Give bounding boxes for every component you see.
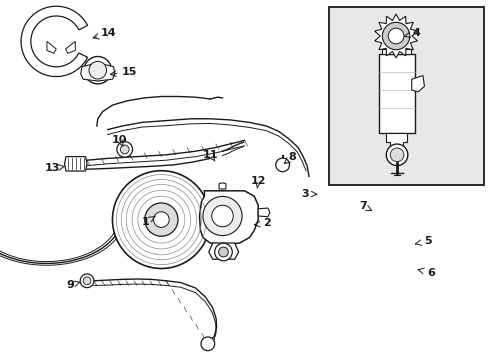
Text: 10: 10 [112, 135, 127, 145]
Text: 13: 13 [44, 163, 60, 174]
Text: 2: 2 [263, 218, 271, 228]
Polygon shape [65, 41, 75, 53]
Bar [378, 54, 414, 133]
Text: 6: 6 [427, 268, 434, 278]
Circle shape [203, 197, 242, 235]
Text: 11: 11 [202, 150, 218, 160]
Polygon shape [21, 6, 87, 77]
Polygon shape [64, 157, 87, 171]
Circle shape [211, 205, 233, 227]
Circle shape [382, 22, 409, 50]
Circle shape [117, 141, 132, 157]
Circle shape [89, 62, 106, 79]
Circle shape [387, 28, 403, 44]
Circle shape [83, 277, 91, 285]
Circle shape [112, 171, 210, 269]
Circle shape [214, 243, 232, 261]
Polygon shape [411, 76, 424, 92]
Polygon shape [374, 14, 417, 58]
Circle shape [153, 212, 169, 228]
Text: 4: 4 [412, 28, 420, 39]
Text: 8: 8 [287, 152, 295, 162]
Bar [328, 7, 483, 185]
Text: 1: 1 [141, 217, 149, 228]
Circle shape [120, 145, 129, 154]
Text: 14: 14 [101, 28, 116, 39]
Text: 12: 12 [250, 176, 265, 186]
Circle shape [386, 144, 407, 166]
Text: 3: 3 [301, 189, 309, 199]
Circle shape [80, 274, 94, 288]
Polygon shape [219, 183, 225, 189]
Text: 7: 7 [358, 201, 366, 211]
Text: 9: 9 [66, 280, 74, 290]
Polygon shape [382, 49, 410, 54]
Polygon shape [81, 63, 115, 81]
Circle shape [144, 203, 178, 236]
Circle shape [201, 337, 214, 351]
Text: 15: 15 [121, 67, 137, 77]
Polygon shape [199, 191, 258, 245]
Circle shape [389, 148, 403, 162]
Circle shape [218, 247, 228, 257]
Polygon shape [208, 243, 238, 259]
Polygon shape [386, 133, 407, 148]
Circle shape [275, 158, 289, 172]
Circle shape [84, 57, 111, 84]
Polygon shape [258, 208, 269, 217]
Text: 5: 5 [423, 236, 431, 246]
Polygon shape [47, 41, 56, 53]
